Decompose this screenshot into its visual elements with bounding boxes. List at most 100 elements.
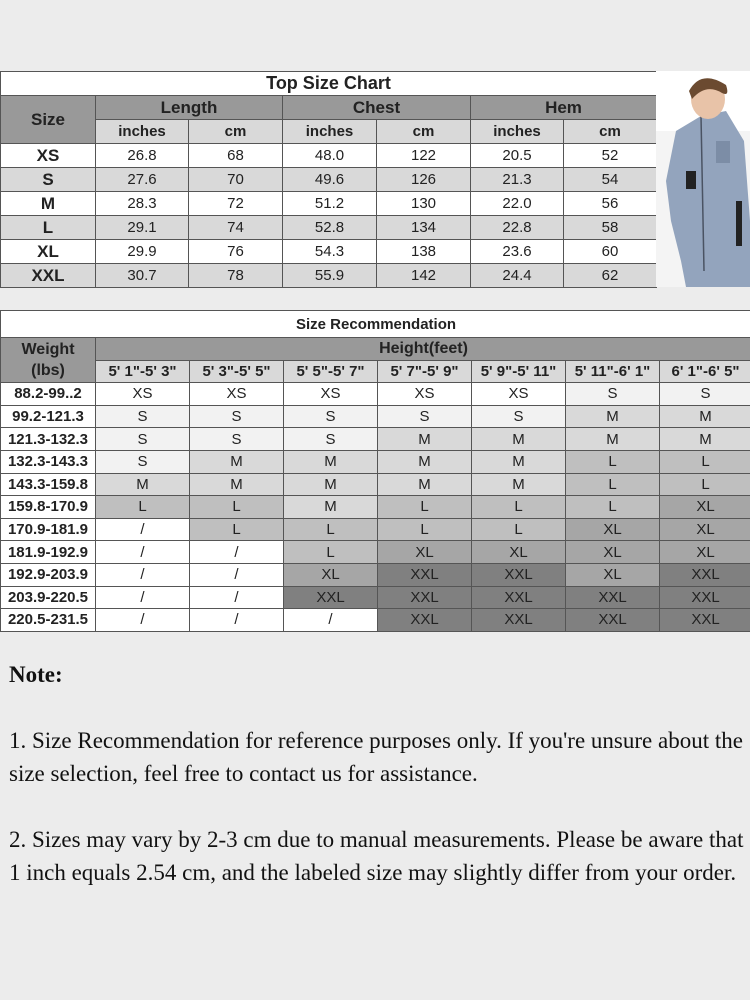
measurement-cell: 130 (376, 191, 471, 216)
table-row: M 28.3 72 51.2 130 22.0 56 (0, 191, 658, 216)
measurement-cell: 54.3 (282, 239, 377, 264)
measurement-cell: 138 (376, 239, 471, 264)
recommended-size-cell: S (95, 404, 190, 429)
recommended-size-cell: XS (283, 382, 378, 406)
unit-header: inches (470, 119, 564, 144)
recommended-size-cell: / (283, 608, 378, 632)
recommended-size-cell: XXL (565, 585, 660, 610)
recommended-size-cell: M (283, 495, 378, 519)
table-row: 203.9-220.5// XXL XXL XXL XXL XXL (0, 585, 750, 610)
recommended-size-cell: M (658, 404, 750, 429)
height-range-header: 5' 3"-5' 5" (189, 359, 284, 384)
height-range-header: 5' 7"-5' 9" (377, 359, 472, 384)
weight-range-cell: 170.9-181.9 (0, 517, 96, 542)
recommended-size-cell: L (283, 540, 378, 564)
unit-header: inches (95, 119, 189, 144)
recommended-size-cell: XL (471, 540, 566, 564)
size-cell: XL (0, 239, 96, 264)
table-row: 181.9-192.9// L XL XL XL XL (0, 540, 750, 564)
height-header: Height(feet) (94, 337, 750, 361)
recommended-size-cell: XXL (658, 608, 750, 632)
recommended-size-cell: XS (471, 382, 566, 406)
recommended-size-cell: M (283, 449, 378, 474)
recommended-size-cell: S (283, 427, 378, 451)
measurement-cell: 72 (188, 191, 283, 216)
size-cell: M (0, 191, 96, 216)
note-1: 1. Size Recommendation for reference pur… (9, 728, 743, 786)
measurement-cell: 142 (376, 263, 471, 288)
recommended-size-cell: L (471, 517, 566, 542)
recommended-size-cell: XXL (471, 608, 566, 632)
height-range-header: 5' 9"-5' 11" (471, 359, 566, 384)
recommended-size-cell: M (189, 449, 284, 474)
measurement-cell: 20.5 (470, 143, 564, 168)
recommended-size-cell: L (95, 495, 190, 519)
table-row: XL 29.9 76 54.3 138 23.6 60 (0, 239, 658, 264)
weight-range-cell: 132.3-143.3 (0, 449, 96, 474)
measurement-cell: 70 (188, 167, 283, 192)
size-header: Size (0, 95, 96, 144)
recommended-size-cell: S (565, 382, 660, 406)
measurement-cell: 51.2 (282, 191, 377, 216)
table-row: 220.5-231.5// / XXL XXL XXL XXL (0, 608, 750, 632)
recommended-size-cell: M (377, 472, 472, 497)
recommended-size-cell: XXL (658, 585, 750, 610)
recommended-size-cell: XXL (471, 562, 566, 587)
recommended-size-cell: M (283, 472, 378, 497)
chart-title: Top Size Chart (0, 71, 658, 96)
recommended-size-cell: L (283, 517, 378, 542)
recommended-size-cell: S (189, 404, 284, 429)
recommended-size-cell: M (471, 472, 566, 497)
measurement-cell: 28.3 (95, 191, 189, 216)
measurement-cell: 55.9 (282, 263, 377, 288)
recommended-size-cell: / (95, 608, 190, 632)
recommended-size-cell: / (95, 540, 190, 564)
measurement-cell: 78 (188, 263, 283, 288)
recommended-size-cell: L (658, 472, 750, 497)
recommended-size-cell: L (565, 472, 660, 497)
recommended-size-cell: / (189, 585, 284, 610)
size-cell: XXL (0, 263, 96, 288)
recommended-size-cell: XXL (658, 562, 750, 587)
recommended-size-cell: S (95, 427, 190, 451)
table-row: XXL 30.7 78 55.9 142 24.4 62 (0, 263, 658, 288)
recommended-size-cell: L (471, 495, 566, 519)
recommended-size-cell: M (471, 427, 566, 451)
recommended-size-cell: L (565, 495, 660, 519)
recommended-size-cell: XL (377, 540, 472, 564)
size-cell: S (0, 167, 96, 192)
table-row: L 29.1 74 52.8 134 22.8 58 (0, 215, 658, 240)
recommended-size-cell: L (565, 449, 660, 474)
weight-range-cell: 159.8-170.9 (0, 495, 96, 519)
recommended-size-cell: / (95, 562, 190, 587)
table-row: 170.9-181.9/L L L L XL XL (0, 517, 750, 542)
notes: Note: 1. Size Recommendation for referen… (9, 658, 744, 922)
measurement-cell: 122 (376, 143, 471, 168)
recommended-size-cell: XS (189, 382, 284, 406)
table-row: XS 26.8 68 48.0 122 20.5 52 (0, 143, 658, 168)
recommended-size-cell: M (95, 472, 190, 497)
measurement-cell: 22.8 (470, 215, 564, 240)
recommended-size-cell: XXL (377, 608, 472, 632)
hem-header: Hem (469, 95, 658, 120)
recommended-size-cell: / (189, 608, 284, 632)
measurement-cell: 56 (562, 191, 658, 216)
weight-range-cell: 181.9-192.9 (0, 540, 96, 564)
recommended-size-cell: XXL (565, 608, 660, 632)
recommended-size-cell: M (377, 427, 472, 451)
table-row: 121.3-132.3 S S S M M M M (0, 427, 750, 451)
recommended-size-cell: S (471, 404, 566, 429)
weight-range-cell: 203.9-220.5 (0, 585, 96, 610)
recommended-size-cell: XS (95, 382, 190, 406)
recommended-size-cell: / (95, 517, 190, 542)
recommended-size-cell: XS (377, 382, 472, 406)
weight-range-cell: 143.3-159.8 (0, 472, 96, 497)
unit-header: cm (188, 119, 283, 144)
measurement-cell: 52 (562, 143, 658, 168)
size-cell: L (0, 215, 96, 240)
measurement-cell: 48.0 (282, 143, 377, 168)
weight-range-cell: 88.2-99..2 (0, 382, 96, 406)
measurement-cell: 49.6 (282, 167, 377, 192)
measurement-cell: 29.9 (95, 239, 189, 264)
recommended-size-cell: XL (565, 540, 660, 564)
